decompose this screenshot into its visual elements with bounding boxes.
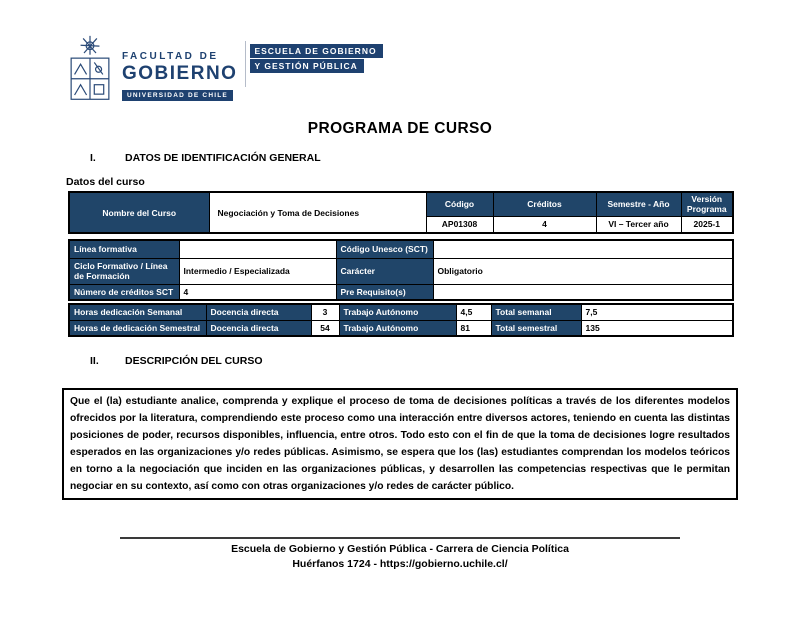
direct-teaching-label: Docencia directa — [205, 319, 312, 337]
course-data-caption: Datos del curso — [66, 176, 145, 188]
autonomous-work-label: Trabajo Autónomo — [338, 319, 457, 337]
direct-teaching-label: Docencia directa — [205, 303, 312, 321]
semester-value: VI – Tercer año — [595, 215, 682, 234]
detail-value: 4 — [178, 283, 337, 301]
section-1-number: I. — [90, 152, 96, 164]
detail-label: Línea formativa — [68, 239, 180, 259]
faculty-wordmark: FACULTAD DE GOBIERNO UNIVERSIDAD DE CHIL… — [122, 51, 237, 102]
footer: Escuela de Gobierno y Gestión Pública - … — [0, 542, 800, 572]
section-2-number: II. — [90, 355, 99, 367]
detail-value — [432, 283, 734, 301]
detail-label: Número de créditos SCT — [68, 283, 180, 301]
total-label: Total semestral — [490, 319, 582, 337]
course-details-table: Línea formativa Código Unesco (SCT) Cicl… — [68, 239, 734, 301]
credits-header: Créditos — [492, 191, 597, 217]
course-name-label: Nombre del Curso — [68, 191, 210, 234]
university-crest-icon — [70, 35, 110, 100]
detail-label: Pre Requisito(s) — [335, 283, 434, 301]
section-1-heading: I. DATOS DE IDENTIFICACIÓN GENERAL — [90, 152, 321, 164]
hours-row-label: Horas de dedicación Semestral — [68, 319, 207, 337]
university-name-bar: UNIVERSIDAD DE CHILE — [122, 90, 233, 101]
section-2-heading: II. DESCRIPCIÓN DEL CURSO — [90, 355, 263, 367]
code-header: Código — [425, 191, 494, 217]
logo-divider — [245, 41, 247, 87]
page-title: PROGRAMA DE CURSO — [307, 120, 493, 137]
direct-teaching-value: 3 — [310, 303, 340, 321]
hours-table: Horas dedicación Semanal Docencia direct… — [68, 303, 734, 337]
hours-row-label: Horas dedicación Semanal — [68, 303, 207, 321]
autonomous-work-label: Trabajo Autónomo — [338, 303, 457, 321]
footer-line1: Escuela de Gobierno y Gestión Pública - … — [231, 543, 569, 555]
total-label: Total semanal — [490, 303, 582, 321]
detail-label: Ciclo Formativo / Línea de Formación — [68, 257, 180, 285]
section-2-label: DESCRIPCIÓN DEL CURSO — [125, 355, 263, 367]
header-logo: FACULTAD DE GOBIERNO UNIVERSIDAD DE CHIL… — [64, 33, 383, 107]
faculty-name-line1: FACULTAD DE — [122, 51, 219, 62]
course-description: Que el (la) estudiante analice, comprend… — [62, 388, 738, 500]
course-data-table: Nombre del Curso Negociación y Toma de D… — [68, 191, 734, 234]
detail-label: Carácter — [335, 257, 434, 285]
version-header: Versión Programa — [680, 191, 734, 217]
detail-value: Obligatorio — [432, 257, 734, 285]
course-name-value: Negociación y Toma de Decisiones — [208, 191, 427, 234]
total-value: 7,5 — [580, 303, 734, 321]
autonomous-work-value: 4,5 — [455, 303, 492, 321]
autonomous-work-value: 81 — [455, 319, 492, 337]
school-badge-line1: ESCUELA DE GOBIERNO — [250, 44, 383, 58]
school-badge: ESCUELA DE GOBIERNO Y GESTIÓN PÚBLICA — [250, 44, 383, 74]
faculty-name-line2: GOBIERNO — [122, 63, 238, 84]
school-badge-line2: Y GESTIÓN PÚBLICA — [250, 59, 364, 73]
footer-rule — [120, 537, 680, 539]
total-value: 135 — [580, 319, 734, 337]
version-value: 2025-1 — [680, 215, 734, 234]
code-value: AP01308 — [425, 215, 494, 234]
detail-value — [432, 239, 734, 259]
credits-value: 4 — [492, 215, 597, 234]
detail-value: Intermedio / Especializada — [178, 257, 337, 285]
direct-teaching-value: 54 — [310, 319, 340, 337]
semester-header: Semestre - Año — [595, 191, 682, 217]
detail-value — [178, 239, 337, 259]
section-1-label: DATOS DE IDENTIFICACIÓN GENERAL — [125, 152, 321, 164]
detail-label: Código Unesco (SCT) — [335, 239, 434, 259]
footer-line2: Huérfanos 1724 - https://gobierno.uchile… — [292, 558, 508, 570]
